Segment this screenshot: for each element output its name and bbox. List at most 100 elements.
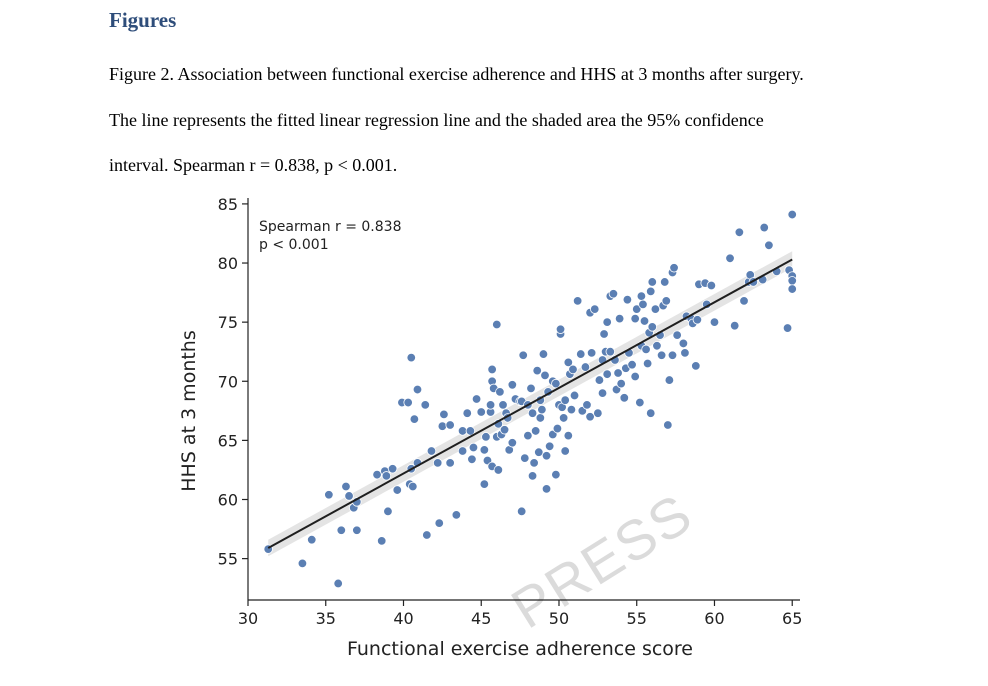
data-point (569, 390, 580, 401)
data-point (383, 506, 393, 517)
data-point (661, 296, 671, 306)
spearman-annotation: Spearman r = 0.838 (259, 219, 401, 235)
data-point (602, 317, 612, 327)
data-point (409, 414, 420, 424)
y-tick-label: 55 (218, 550, 238, 569)
data-point (341, 481, 351, 492)
data-point (691, 361, 701, 371)
data-point (678, 338, 689, 349)
data-point (535, 413, 546, 423)
data-point (408, 481, 418, 492)
data-point (481, 432, 491, 442)
data-point (669, 263, 679, 273)
data-point (487, 364, 497, 375)
data-point (692, 315, 703, 325)
y-tick-label: 65 (218, 431, 238, 450)
data-point (652, 341, 662, 351)
data-point (439, 409, 449, 420)
data-point (297, 558, 308, 569)
p-value-annotation: p < 0.001 (259, 237, 329, 253)
data-point (516, 506, 527, 517)
data-point (381, 471, 392, 481)
data-point (551, 469, 561, 480)
data-point (667, 350, 678, 360)
data-point (597, 388, 608, 398)
data-point (630, 371, 640, 382)
data-point (527, 471, 538, 481)
data-point (372, 469, 382, 480)
data-point (462, 408, 472, 418)
data-point (639, 316, 650, 326)
data-point (437, 421, 448, 431)
data-point (599, 329, 609, 339)
data-point (619, 393, 629, 403)
data-point (555, 324, 566, 334)
data-point (558, 413, 569, 423)
data-point (538, 349, 549, 359)
data-point (336, 525, 346, 535)
data-point (476, 407, 486, 417)
y-axis-label: HHS at 3 months (178, 330, 200, 492)
x-tick-label: 35 (316, 609, 336, 628)
figure-caption-line-3: interval. Spearman r = 0.838, p < 0.001. (109, 155, 398, 175)
data-point (638, 299, 648, 310)
data-point (646, 286, 656, 297)
data-point (672, 330, 682, 340)
data-point (680, 348, 690, 358)
axes: 30 35 40 45 50 55 60 65 55 60 65 70 75 80 85 (218, 195, 803, 628)
regression-line (267, 258, 793, 549)
data-point (344, 491, 354, 501)
data-point (498, 400, 508, 410)
data-point (585, 412, 595, 422)
data-point (706, 280, 717, 291)
x-tick-label: 55 (627, 609, 647, 628)
data-point (434, 518, 444, 528)
data-point (495, 387, 505, 397)
data-point (324, 490, 334, 500)
data-point (471, 394, 482, 404)
data-point (537, 404, 547, 415)
data-point (709, 317, 720, 327)
data-point (457, 426, 468, 436)
data-point (479, 445, 490, 455)
data-point (593, 408, 603, 418)
data-point (782, 323, 793, 333)
data-point (541, 484, 552, 494)
data-points (263, 209, 797, 589)
data-point (493, 465, 504, 475)
data-point (377, 536, 387, 546)
data-point (499, 425, 510, 435)
data-point (590, 304, 600, 314)
data-point (642, 358, 653, 369)
data-point (641, 344, 651, 355)
data-point (403, 397, 413, 408)
data-point (520, 453, 530, 463)
data-point (534, 447, 544, 457)
data-point (541, 451, 552, 461)
data-point (787, 276, 797, 286)
figure-caption-line-1: Figure 2. Association between functional… (109, 64, 804, 84)
data-point (451, 510, 462, 520)
data-point (613, 368, 623, 378)
x-tick-label: 65 (782, 609, 802, 628)
data-point (392, 485, 402, 495)
data-point (627, 360, 637, 370)
data-point (530, 426, 541, 436)
data-point (630, 313, 640, 324)
data-point (507, 380, 518, 390)
data-point (608, 289, 619, 299)
data-point (352, 525, 362, 535)
data-point (560, 395, 570, 405)
data-point (568, 364, 578, 375)
figure-caption-line-2: The line represents the fitted linear re… (109, 110, 764, 130)
data-point (412, 384, 423, 395)
x-axis-label: Functional exercise adherence score (347, 638, 693, 660)
data-point (586, 348, 597, 358)
data-point (445, 420, 455, 430)
data-point (734, 227, 745, 237)
data-point (787, 209, 797, 220)
data-point (468, 442, 479, 453)
data-point (433, 458, 443, 468)
data-point (551, 378, 561, 389)
data-point (422, 530, 432, 540)
